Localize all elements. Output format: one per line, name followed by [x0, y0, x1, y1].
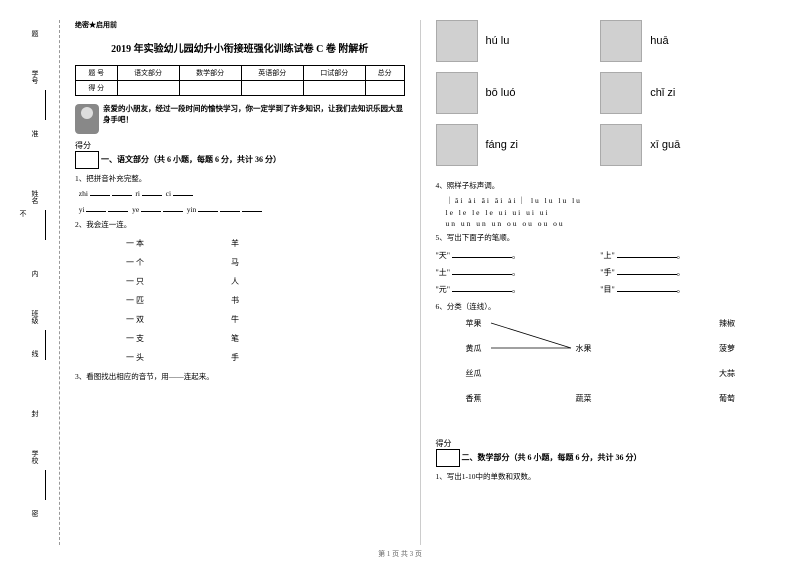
line-2	[45, 210, 46, 240]
thumb-gourd	[436, 124, 478, 166]
classify-diagram: 苹果 黄瓜 丝瓜 香蕉 水果 蔬菜 辣椒 菠萝 大蒜 葡萄	[436, 318, 766, 438]
score-box	[75, 151, 99, 169]
binding-sidebar: 题 学号 准 姓名 不 内 班级 线 封 学校 密	[10, 20, 60, 545]
right-column: hú lu huā bō luó chǐ zi fáng zi xī guā 4…	[421, 20, 781, 545]
greeting-block: 亲爱的小朋友，经过一段时间的愉快学习，你一定学到了许多知识，让我们去知识乐园大显…	[75, 104, 405, 134]
score-table: 题 号 语文部分 数学部分 英语部分 口试部分 总分 得 分	[75, 65, 405, 96]
q1-line2: yi ye yin	[75, 204, 405, 215]
q4-row2: le le le le ui ui ui ui	[446, 208, 766, 217]
exam-title: 2019 年实验幼儿园幼升小衔接班强化训练试卷 C 卷 附解析	[75, 40, 405, 55]
thumb-watermelon	[600, 124, 642, 166]
image-grid: hú lu huā bō luó chǐ zi fáng zi xī guā	[436, 20, 766, 176]
q1-title: 1、把拼音补充完整。	[75, 173, 405, 184]
page-footer: 第 1 页 共 3 页	[0, 549, 800, 559]
score-row-2: 得分 二、数学部分（共 6 小题，每题 6 分，共计 36 分）	[436, 438, 766, 467]
score-row: 得分 一、语文部分（共 6 小题，每题 6 分，共计 36 分）	[75, 140, 405, 169]
thumb-ruler	[600, 72, 642, 114]
q3-title: 3、看图找出相应的音节，用——连起来。	[75, 371, 405, 382]
thumb-flower	[600, 20, 642, 62]
q4-title: 4、照样子标声调。	[436, 180, 766, 191]
section1-title: 一、语文部分（共 6 小题，每题 6 分，共计 36 分）	[101, 155, 281, 164]
mark-zhun: 准	[30, 130, 40, 137]
left-column: 绝密★启用前 2019 年实验幼儿园幼升小衔接班强化训练试卷 C 卷 附解析 题…	[60, 20, 421, 545]
line-4	[45, 470, 46, 500]
q4-row3: un un un un ou ou ou ou	[446, 219, 766, 228]
label-xuehao: 学号	[30, 70, 40, 84]
mark-xian: 线	[30, 350, 40, 357]
page-container: 绝密★启用前 2019 年实验幼儿园幼升小衔接班强化训练试卷 C 卷 附解析 题…	[0, 0, 800, 555]
label-school: 学校	[30, 450, 40, 464]
mark-nei: 内	[30, 270, 40, 277]
line-3	[45, 330, 46, 360]
table-row: 得 分	[76, 81, 405, 96]
q2-title: 2、我会连一连。	[75, 219, 405, 230]
label-name: 姓名	[30, 190, 40, 204]
math-q1: 1、写出1-10中的单数和双数。	[436, 471, 766, 482]
thumb-pineapple	[436, 20, 478, 62]
confidential-tag: 绝密★启用前	[75, 20, 405, 30]
q5-title: 5、写出下面子的笔顺。	[436, 232, 766, 243]
line-1	[45, 90, 46, 120]
q4-row1: ｜ǎi ài ǎi ǎi ài｜ lu lu lu lu	[446, 195, 766, 206]
connect-lines	[486, 318, 586, 408]
mark-feng: 封	[30, 410, 40, 417]
score-box-2	[436, 449, 460, 467]
q1-line1: zhi ri ci	[75, 188, 405, 199]
teacher-icon	[75, 104, 99, 134]
mark-bu: 不	[18, 210, 28, 217]
mark-mi: 密	[30, 510, 40, 517]
mark-ti: 题	[30, 30, 40, 37]
greeting-text: 亲爱的小朋友，经过一段时间的愉快学习，你一定学到了许多知识，让我们去知识乐园大显…	[103, 104, 405, 125]
score-label: 得分	[75, 141, 91, 150]
table-row: 题 号 语文部分 数学部分 英语部分 口试部分 总分	[76, 66, 405, 81]
q6-title: 6、分类（连线）。	[436, 301, 766, 312]
label-class: 班级	[30, 310, 40, 324]
thumb-house	[436, 72, 478, 114]
score-label-2: 得分	[436, 439, 452, 448]
section2-title: 二、数学部分（共 6 小题，每题 6 分，共计 36 分）	[462, 453, 642, 462]
pair-list: 一 本羊 一 个马 一 只人 一 匹书 一 双牛 一 支笔 一 头手	[75, 238, 405, 363]
